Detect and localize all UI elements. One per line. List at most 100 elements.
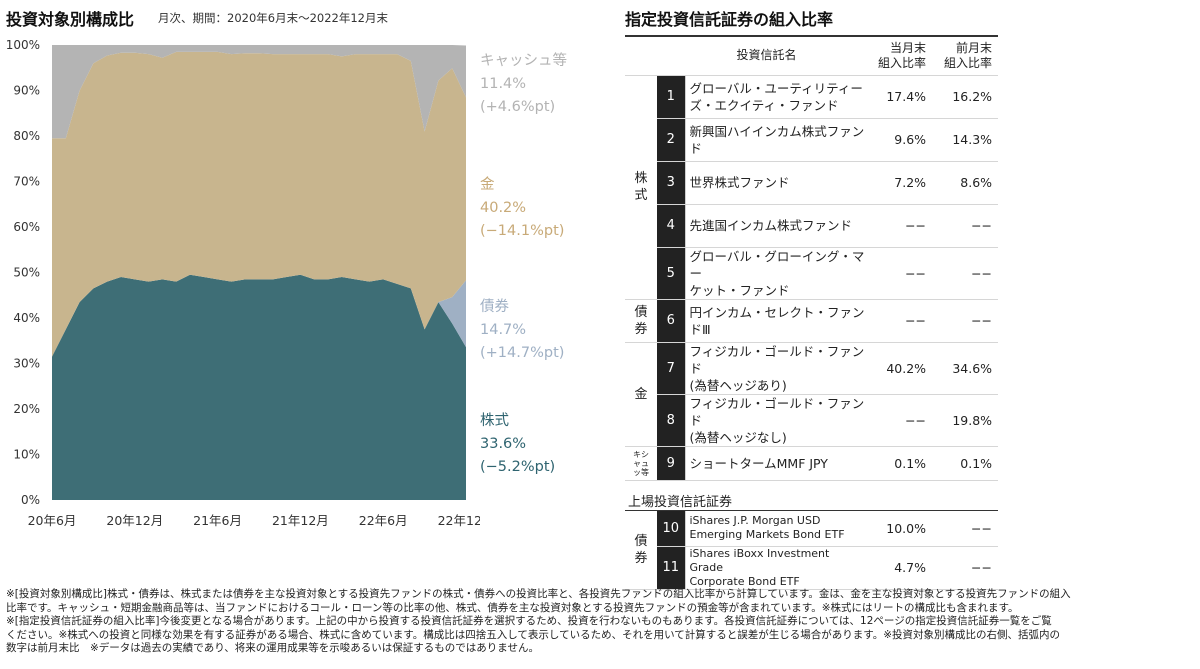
category-label: 債 券 xyxy=(634,304,648,337)
listed-fund-table: 債 券 10 iShares J.P. Morgan USD Emerging … xyxy=(625,511,998,590)
category-label: 金 xyxy=(634,386,648,402)
y-tick-label: 100% xyxy=(6,38,40,52)
col-header-name: 投資信託名 xyxy=(625,37,869,76)
y-tick-label: 0% xyxy=(21,493,40,507)
fund-name: フィジカル・ゴールド・ファンド (為替ヘッジなし) xyxy=(684,394,869,447)
previous-ratio: −− xyxy=(932,204,999,248)
area-series-3 xyxy=(52,45,466,139)
area-series-0 xyxy=(52,274,466,500)
category-label: キシ ャュ ッ等 xyxy=(633,449,649,477)
current-ratio: −− xyxy=(868,247,933,300)
fund-name: グローバル・グローイング・マー ケット・ファンド xyxy=(684,247,869,300)
y-tick-label: 90% xyxy=(13,84,40,98)
previous-ratio: 0.1% xyxy=(932,446,999,481)
previous-ratio: −− xyxy=(932,247,999,300)
fund-name-text: 世界株式ファンド xyxy=(689,175,790,190)
x-tick-label: 21年6月 xyxy=(193,513,242,528)
fund-name-text: フィジカル・ゴールド・ファンド (為替ヘッジなし) xyxy=(689,395,865,445)
row-number: 6 xyxy=(657,299,685,343)
previous-ratio: 34.6% xyxy=(932,342,999,395)
category-bond: 債 券 xyxy=(625,299,657,343)
y-tick-label: 20% xyxy=(13,402,40,416)
area-series-2 xyxy=(52,51,466,357)
previous-ratio: −− xyxy=(932,546,998,590)
series-change: (−5.2%pt) xyxy=(480,459,556,475)
current-ratio: 4.7% xyxy=(868,546,932,590)
table-row: 債 券 6 円インカム・セレクト・ファンドⅢ −− −− xyxy=(625,299,999,343)
category-label: 債 券 xyxy=(634,533,648,566)
y-tick-label: 40% xyxy=(13,311,40,325)
fund-allocation-table: 投資信託名 当月末 組入比率 前月末 組入比率 株 式 1 グローバル・ユーティ… xyxy=(625,37,999,481)
series-value: 40.2% xyxy=(480,200,527,216)
y-tick-label: 30% xyxy=(13,357,40,371)
row-number: 4 xyxy=(657,204,685,248)
y-tick-label: 80% xyxy=(13,129,40,143)
fund-name-text: iShares iBoxx Investment Grade Corporate… xyxy=(689,546,830,588)
current-ratio: −− xyxy=(868,204,933,248)
fund-name-text: iShares J.P. Morgan USD Emerging Markets… xyxy=(689,514,845,542)
series-label-cash: キャッシュ等 11.4% (+4.6%pt) xyxy=(480,50,567,119)
y-tick-label: 70% xyxy=(13,175,40,189)
series-name: 金 xyxy=(480,177,495,193)
current-ratio: 10.0% xyxy=(868,511,932,547)
col-header-previous: 前月末 組入比率 xyxy=(932,37,999,76)
fund-name: グローバル・ユーティリティー ズ・エクイティ・ファンド xyxy=(684,75,869,119)
row-number: 10 xyxy=(657,511,685,547)
series-change: (+14.7%pt) xyxy=(480,345,565,361)
table-row: 金 7 フィジカル・ゴールド・ファンド (為替ヘッジあり) 40.2% 34.6… xyxy=(625,342,999,447)
listed-section-title: 上場投資信託証券 xyxy=(628,495,733,510)
footnote-line: ※[投資対象別構成比]株式・債券は、株式または債券を主な投資対象とする投資先ファ… xyxy=(6,588,1071,600)
row-number: 9 xyxy=(657,446,685,481)
current-ratio: 0.1% xyxy=(868,446,933,481)
x-tick-label: 20年6月 xyxy=(28,513,77,528)
previous-ratio: 16.2% xyxy=(932,75,999,119)
table-title: 指定投資信託証券の組入比率 xyxy=(625,10,834,29)
row-number: 1 xyxy=(657,75,685,119)
table-row: 8 フィジカル・ゴールド・ファンド (為替ヘッジなし) −− 19.8% xyxy=(625,394,999,447)
previous-ratio: −− xyxy=(932,299,999,343)
table-top-rule xyxy=(625,35,998,37)
x-tick-label: 20年12月 xyxy=(106,513,163,528)
series-value: 11.4% xyxy=(480,76,527,92)
fund-name: フィジカル・ゴールド・ファンド (為替ヘッジあり) xyxy=(684,342,869,395)
series-name: 株式 xyxy=(480,413,509,429)
y-tick-label: 60% xyxy=(13,220,40,234)
series-change: (−14.1%pt) xyxy=(480,223,565,239)
fund-name: iShares iBoxx Investment Grade Corporate… xyxy=(684,546,868,590)
fund-name: iShares J.P. Morgan USD Emerging Markets… xyxy=(684,511,868,547)
category-label: 株 式 xyxy=(634,171,648,203)
fund-name-text: 円インカム・セレクト・ファンドⅢ xyxy=(689,304,865,337)
fund-name-text: 先進国インカム株式ファンド xyxy=(689,218,853,233)
series-label-bond: 債券 14.7% (+14.7%pt) xyxy=(480,296,564,365)
series-value: 33.6% xyxy=(480,436,527,452)
col-header-current-text: 当月末 組入比率 xyxy=(878,40,927,70)
category-cash: キシ ャュ ッ等 xyxy=(625,446,657,481)
col-header-current: 当月末 組入比率 xyxy=(868,37,933,76)
previous-ratio: 14.3% xyxy=(932,118,999,162)
series-change: (+4.6%pt) xyxy=(480,99,556,115)
row-number: 11 xyxy=(657,546,685,590)
category-bond: 債 券 xyxy=(625,511,657,590)
current-ratio: 40.2% xyxy=(868,342,933,395)
current-ratio: −− xyxy=(868,299,933,343)
y-axis: 0% 10% 20% 30% 40% 50% 60% 70% 80% 90% 100% xyxy=(6,38,40,507)
table-row: キシ ャュ ッ等 9 ショートタームMMF JPY 0.1% 0.1% xyxy=(625,446,999,481)
table-row: 4 先進国インカム株式ファンド −− −− xyxy=(625,204,999,248)
table-row: 11 iShares iBoxx Investment Grade Corpor… xyxy=(625,546,998,590)
fund-name: 新興国ハイインカム株式ファン ド xyxy=(684,118,869,162)
fund-name-text: ショートタームMMF JPY xyxy=(689,455,828,471)
footnote-line: 比率です。キャッシュ・短期金融商品等は、当ファンドにおけるコール・ローン等の比率… xyxy=(6,601,1019,614)
category-stock: 株 式 xyxy=(625,75,657,300)
series-label-gold: 金 40.2% (−14.1%pt) xyxy=(480,174,564,243)
series-name: 債券 xyxy=(480,299,509,315)
previous-ratio: −− xyxy=(932,511,998,547)
series-label-stock: 株式 33.6% (−5.2%pt) xyxy=(480,410,555,479)
row-number: 3 xyxy=(657,161,685,205)
table-row: 5 グローバル・グローイング・マー ケット・ファンド −− −− xyxy=(625,247,999,300)
fund-name: ショートタームMMF JPY xyxy=(684,446,869,481)
footnote-line: 数字は前月末比 ※データは過去の実績であり、将来の運用成果等を示唆あるいは保証す… xyxy=(6,642,539,654)
fund-name-text: グローバル・グローイング・マー ケット・ファンド xyxy=(689,248,865,298)
x-tick-label: 22年6月 xyxy=(359,513,408,528)
x-tick-label: 21年12月 xyxy=(272,513,329,528)
table-row: 2 新興国ハイインカム株式ファン ド 9.6% 14.3% xyxy=(625,118,999,162)
